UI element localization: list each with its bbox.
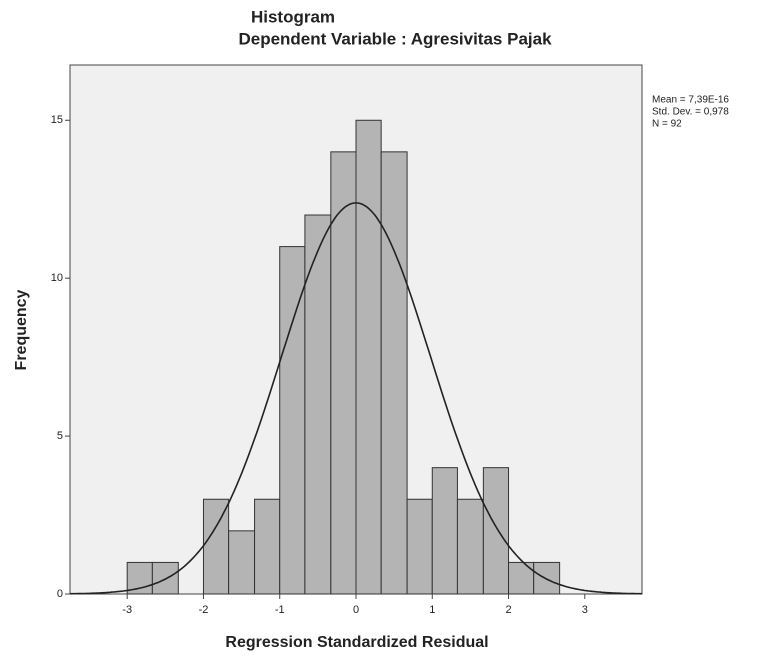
x-tick-label: 1	[429, 604, 435, 616]
stats-annotation: N = 92	[652, 119, 682, 130]
x-tick-label: -2	[199, 604, 209, 616]
bar	[202, 498, 230, 595]
normal-curve	[70, 202, 642, 595]
x-tick-label: -3	[122, 604, 132, 616]
chart-title: Histogram	[251, 7, 335, 26]
stats-annotation: Std. Dev. = 0,978	[652, 107, 729, 118]
x-axis-label: Regression Standardized Residual	[225, 634, 488, 651]
x-tick-label: 0	[353, 604, 359, 616]
bar	[508, 561, 535, 595]
x-tick-label: -1	[275, 604, 285, 616]
bar	[380, 151, 408, 595]
x-tick-label: 3	[582, 604, 588, 616]
bar	[330, 151, 357, 595]
stats-annotation: Mean = 7,39E-16	[652, 95, 729, 106]
x-tick-label: 2	[505, 604, 511, 616]
bar	[279, 246, 306, 595]
y-tick-label: 0	[57, 588, 63, 600]
bar	[355, 119, 382, 595]
bar	[456, 498, 484, 595]
bar	[482, 467, 510, 595]
y-tick-label: 10	[51, 272, 63, 284]
bar	[254, 498, 281, 595]
bar	[406, 498, 433, 595]
y-tick-label: 5	[57, 430, 63, 442]
y-tick-label: 15	[51, 114, 63, 126]
chart-subtitle: Dependent Variable : Agresivitas Pajak	[238, 29, 552, 48]
y-axis-label: Frequency	[13, 289, 30, 370]
bar	[228, 530, 256, 595]
bar	[431, 467, 458, 595]
